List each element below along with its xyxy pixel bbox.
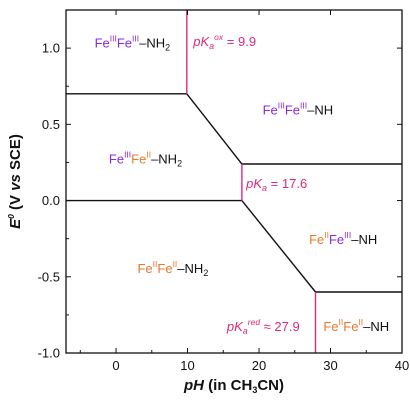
region-label-part: II	[153, 259, 158, 269]
boundary-lines	[66, 10, 402, 353]
region-label-part: III	[124, 149, 131, 159]
region-label: FeIIFeII–NH	[323, 317, 389, 334]
pka-label-part: a	[243, 326, 248, 336]
pka-label-part: red	[248, 317, 261, 327]
region-label-part: II	[358, 317, 363, 327]
boundary-line-upper	[66, 93, 402, 165]
region-label: FeIIIFeII–NH2	[109, 149, 182, 168]
x-axis-title-part: 3	[252, 385, 257, 395]
y-tick-label: -0.5	[38, 269, 60, 284]
pka-label: pKared ≈ 27.9	[226, 317, 300, 336]
y-axis-title-part: vs	[7, 174, 24, 191]
region-label-part: –NH	[307, 103, 333, 118]
x-tick-label: 40	[395, 358, 409, 373]
region-label-part: III	[344, 230, 351, 240]
region-label: FeIIFeIII–NH	[309, 230, 377, 247]
y-tick-label: -1.0	[38, 346, 60, 361]
pka-label: pKa = 17.6	[245, 176, 307, 193]
region-label-part: Fe	[137, 261, 152, 276]
region-label-part: II	[324, 230, 329, 240]
region-label-part: Fe	[117, 36, 132, 51]
region-label-part: –NH	[363, 319, 389, 334]
x-tick-label: 0	[112, 358, 119, 373]
region-label-part: Fe	[329, 232, 344, 247]
region-label-part: III	[300, 101, 307, 111]
x-axis-title: pH (in CH3CN)	[183, 377, 284, 395]
region-label-part: –NH	[351, 232, 377, 247]
pka-label-part: pK	[226, 319, 244, 334]
diagram-labels: FeIIIFeIII–NH2FeIIIFeIII–NHFeIIIFeII–NH2…	[95, 32, 390, 336]
x-tick-label: 20	[252, 358, 266, 373]
x-axis-title-part: pH	[183, 377, 205, 394]
region-label-part: –NH	[177, 261, 203, 276]
y-tick-label: 1.0	[42, 41, 60, 56]
y-axis-title-part: SCE)	[7, 134, 24, 174]
region-label-part: II	[173, 259, 178, 269]
region-label-part: II	[339, 317, 344, 327]
y-axis-title-part: (V	[7, 191, 24, 214]
region-label: FeIIFeII–NH2	[137, 259, 208, 278]
x-tick-label: 30	[323, 358, 337, 373]
region-label-part: Fe	[343, 319, 358, 334]
region-label-part: –NH	[139, 36, 165, 51]
region-label-part: Fe	[309, 232, 324, 247]
region-label-part: Fe	[95, 36, 110, 51]
region-label-part: 2	[203, 268, 208, 278]
axes: 0 10 20 30 40-1.0-0.50.00.51.0pH (in CH3CN)E…	[6, 9, 409, 395]
y-axis-title-part: 0	[6, 214, 16, 219]
region-label: FeIIIFeIII–NH2	[95, 34, 171, 53]
pka-label-part: = 17.6	[267, 176, 307, 191]
x-axis-title-part: (in CH	[204, 377, 252, 394]
y-tick-label: 0.0	[42, 193, 60, 208]
y-axis-title: E0 (V vs SCE)	[6, 134, 24, 229]
region-label-part: Fe	[263, 103, 278, 118]
y-tick-label: 0.5	[42, 117, 60, 132]
region-label-part: –NH	[151, 151, 177, 166]
pka-label-part: ≈ 27.9	[260, 319, 300, 334]
region-label-part: Fe	[285, 103, 300, 118]
pka-label-part: pK	[245, 176, 263, 191]
plot-frame	[65, 9, 403, 354]
region-label: FeIIIFeIII–NH	[263, 101, 334, 118]
region-label-part: Fe	[323, 319, 338, 334]
boundary-line-lower	[66, 199, 402, 293]
pka-label-part: a	[262, 183, 267, 193]
region-label-part: Fe	[131, 151, 146, 166]
pka-label-part: a	[209, 41, 214, 51]
x-tick-label: 10	[180, 358, 194, 373]
region-label-part: II	[146, 149, 151, 159]
region-label-part: 2	[177, 158, 182, 168]
region-label-part: III	[132, 34, 139, 44]
x-axis-title-part: CN)	[257, 377, 284, 394]
region-label-part: Fe	[157, 261, 172, 276]
pka-label-part: = 9.9	[223, 34, 256, 49]
pka-label-part: pK	[192, 34, 210, 49]
pka-label: pKaox = 9.9	[192, 32, 256, 51]
pka-label-part: ox	[214, 32, 224, 42]
region-label-part: III	[110, 34, 117, 44]
y-axis-title-part: E	[7, 218, 24, 229]
region-label-part: III	[278, 101, 285, 111]
region-label-part: 2	[165, 43, 170, 53]
region-label-part: Fe	[109, 151, 124, 166]
